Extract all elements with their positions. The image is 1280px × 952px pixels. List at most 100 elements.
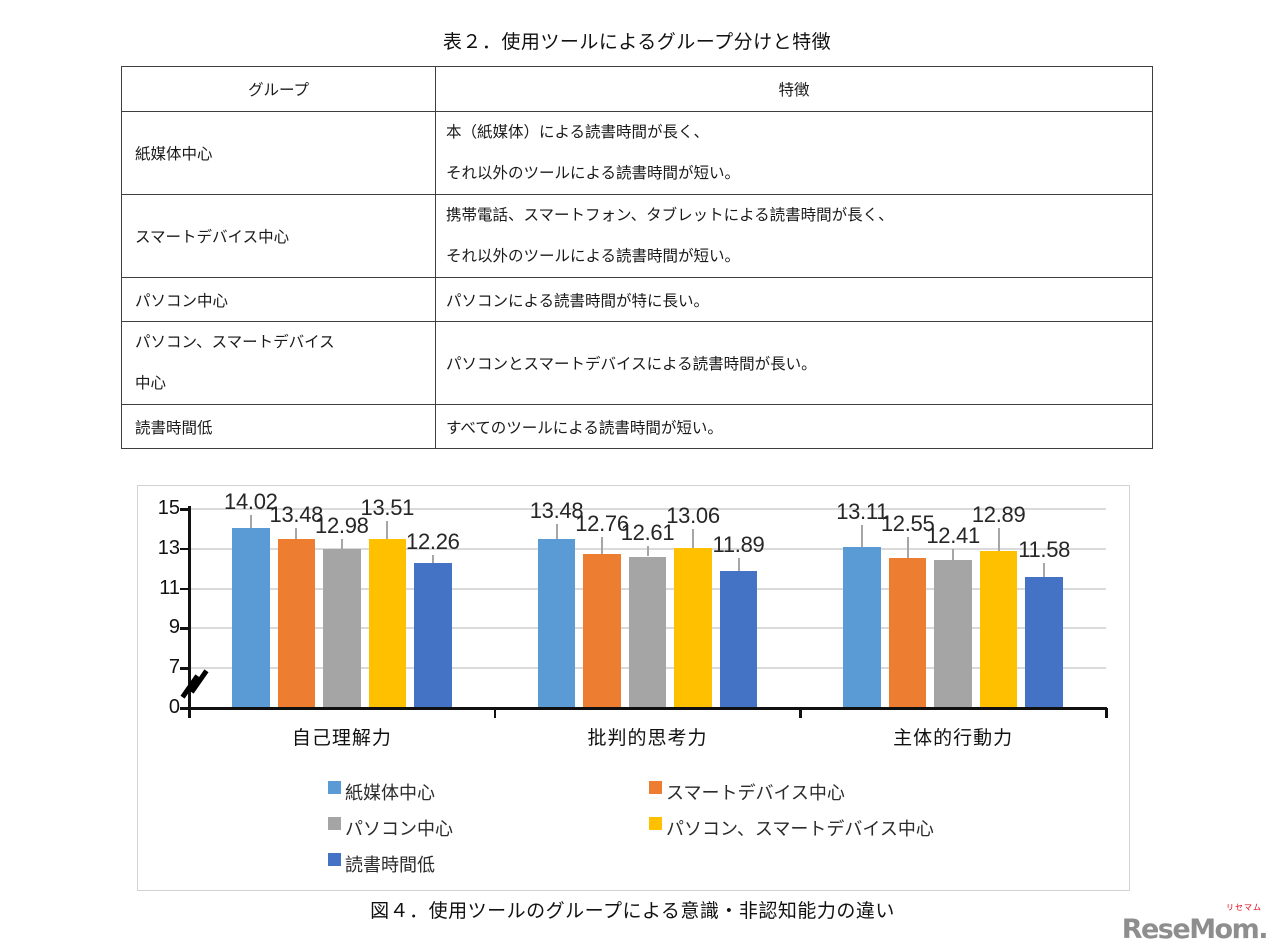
- groups-table: グループ 特徴 紙媒体中心 本（紙媒体）による読書時間が長く、 それ以外のツール…: [121, 66, 1153, 449]
- gridline: [189, 508, 1106, 510]
- feature-line: それ以外のツールによる読書時間が短い。: [446, 165, 741, 182]
- error-bar: [249, 514, 252, 529]
- y-axis-tick: [180, 667, 189, 670]
- y-axis-tick: [180, 587, 189, 590]
- bar-value-label: 13.48: [269, 502, 324, 528]
- legend-label: パソコン、スマートデバイス中心: [666, 819, 934, 839]
- category-label: 批判的思考力: [587, 728, 708, 749]
- bar-value-label: 12.55: [880, 510, 935, 536]
- y-axis-tick-label: 9: [168, 616, 180, 639]
- error-bar: [692, 528, 694, 548]
- bar-value-label: 12.76: [575, 510, 629, 536]
- category-label: 自己理解力: [291, 728, 392, 749]
- error-bar: [340, 539, 343, 550]
- group-name: パソコン、スマートデバイス: [135, 334, 335, 351]
- bar-value-label: 13.11: [836, 498, 889, 524]
- bar: [1025, 576, 1063, 708]
- legend-label: スマートデバイス中心: [666, 783, 845, 803]
- x-axis-tick: [799, 708, 802, 718]
- table-row: スマートデバイス中心 携帯電話、スマートフォン、タブレットによる読書時間が長く、…: [121, 194, 1153, 278]
- legend-item: スマートデバイス中心: [649, 779, 979, 803]
- legend-item: パソコン、スマートデバイス中心: [649, 815, 979, 839]
- error-bar: [386, 520, 389, 539]
- legend-swatch-icon: [328, 853, 341, 866]
- legend-item: パソコン中心: [328, 815, 658, 839]
- bar: [414, 563, 452, 708]
- error-bar: [431, 554, 434, 564]
- group-name: 紙媒体中心: [135, 146, 213, 163]
- resemom-logo: リセマム ReseMom.: [1122, 901, 1273, 949]
- bar-value-label: 13.51: [360, 494, 415, 520]
- bar: [674, 547, 712, 708]
- error-bar: [737, 557, 740, 571]
- bar: [537, 539, 576, 708]
- feature-line: 本（紙媒体）による読書時間が長く、: [446, 124, 710, 141]
- table-title: 表２．使用ツールによるグループ分けと特徴: [442, 32, 832, 53]
- feature-line: すべてのツールによる読書時間が短い。: [446, 419, 723, 437]
- legend-item: 紙媒体中心: [328, 779, 658, 803]
- y-axis-tick-label: 13: [157, 536, 180, 559]
- legend-swatch-icon: [649, 781, 662, 794]
- column-header-group: グループ: [121, 66, 436, 112]
- figure-caption: 図４．使用ツールのグループによる意識・非認知能力の違い: [370, 901, 895, 922]
- bar-value-label: 12.41: [926, 522, 980, 548]
- y-axis-tick-label: 0: [168, 696, 180, 718]
- error-bar: [1043, 563, 1046, 577]
- error-bar: [906, 536, 909, 558]
- legend-label: 読書時間低: [345, 855, 435, 875]
- feature-line: パソコンとスマートデバイスによる読書時間が長い。: [446, 356, 817, 373]
- error-bar: [555, 524, 558, 540]
- y-axis-tick-label: 11: [159, 576, 180, 599]
- y-axis-line: [188, 506, 191, 712]
- error-bar: [997, 528, 1000, 551]
- bar-value-label: 11.58: [1018, 537, 1071, 563]
- bar-value-label: 11.89: [712, 531, 765, 557]
- x-axis-tick: [493, 708, 497, 718]
- bar: [843, 546, 881, 708]
- bar: [368, 538, 407, 708]
- bar: [277, 539, 316, 708]
- legend-swatch-icon: [328, 817, 341, 830]
- group-name: 中心: [135, 375, 167, 392]
- y-axis-tick: [180, 627, 189, 630]
- bar: [628, 556, 667, 708]
- group-name: スマートデバイス中心: [135, 229, 290, 246]
- group-name: 読書時間低: [135, 419, 213, 437]
- feature-line: 携帯電話、スマートフォン、タブレットによる読書時間が長く、: [446, 207, 894, 224]
- error-bar: [952, 548, 955, 561]
- bar-value-label: 13.06: [666, 502, 720, 528]
- y-axis-tick-label: 15: [157, 497, 180, 519]
- y-axis-tick: [180, 707, 189, 710]
- table-row: 紙媒体中心 本（紙媒体）による読書時間が長く、 それ以外のツールによる読書時間が…: [121, 111, 1153, 195]
- bar: [719, 570, 758, 708]
- x-axis-tick: [1105, 708, 1108, 718]
- logo-text: ReseMom.: [1121, 914, 1269, 945]
- x-axis-line: [188, 707, 1107, 710]
- legend-label: パソコン中心: [345, 819, 453, 839]
- error-bar: [861, 524, 864, 547]
- table-row: パソコン、スマートデバイス 中心 パソコンとスマートデバイスによる読書時間が長い…: [121, 321, 1153, 405]
- bar: [232, 528, 270, 708]
- bar-value-label: 12.26: [406, 528, 460, 554]
- y-axis-tick: [180, 547, 189, 551]
- y-axis-tick-label: 7: [168, 656, 180, 678]
- bar-value-label: 12.98: [315, 513, 369, 539]
- table-row: パソコン中心 パソコンによる読書時間が特に長い。: [121, 277, 1153, 322]
- legend-swatch-icon: [328, 781, 341, 794]
- bar-chart: 14.02 13.48 12.98 13.51 12.26 自己理解力 13.48 12.76…: [137, 485, 1130, 891]
- logo-ruby-text: リセマム: [1226, 903, 1262, 912]
- x-axis-tick: [188, 708, 191, 718]
- bar-value-label: 14.02: [224, 488, 278, 514]
- bar: [888, 557, 927, 708]
- error-bar: [646, 545, 649, 557]
- y-axis-tick: [180, 508, 189, 511]
- bar: [583, 553, 621, 708]
- bar: [323, 549, 361, 708]
- feature-line: それ以外のツールによる読書時間が短い。: [446, 248, 741, 265]
- bar: [979, 550, 1018, 708]
- bar-value-label: 13.48: [529, 498, 584, 524]
- feature-line: パソコンによる読書時間が特に長い。: [446, 292, 710, 310]
- group-name: パソコン中心: [135, 292, 229, 310]
- bar: [934, 560, 972, 708]
